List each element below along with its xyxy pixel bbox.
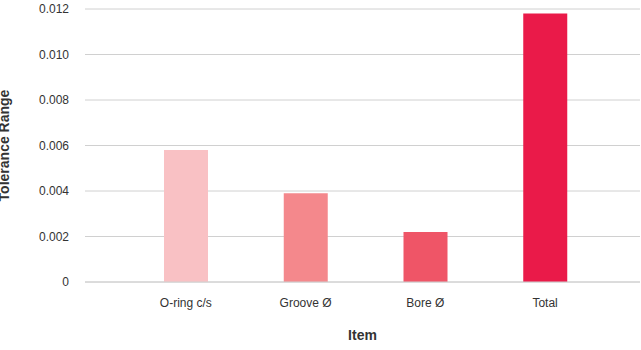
svg-text:0.006: 0.006 (39, 139, 69, 153)
svg-text:Groove Ø: Groove Ø (280, 296, 332, 310)
svg-text:Tolerance Range: Tolerance Range (0, 89, 12, 201)
svg-text:0: 0 (62, 275, 69, 289)
svg-text:Bore Ø: Bore Ø (406, 296, 444, 310)
svg-text:Item: Item (348, 327, 377, 343)
svg-text:0.010: 0.010 (39, 48, 69, 62)
svg-text:0.012: 0.012 (39, 2, 69, 16)
svg-text:0.008: 0.008 (39, 93, 69, 107)
svg-text:O-ring c/s: O-ring c/s (160, 296, 212, 310)
svg-text:0.004: 0.004 (39, 184, 69, 198)
svg-text:Total: Total (532, 296, 557, 310)
svg-text:0.002: 0.002 (39, 230, 69, 244)
